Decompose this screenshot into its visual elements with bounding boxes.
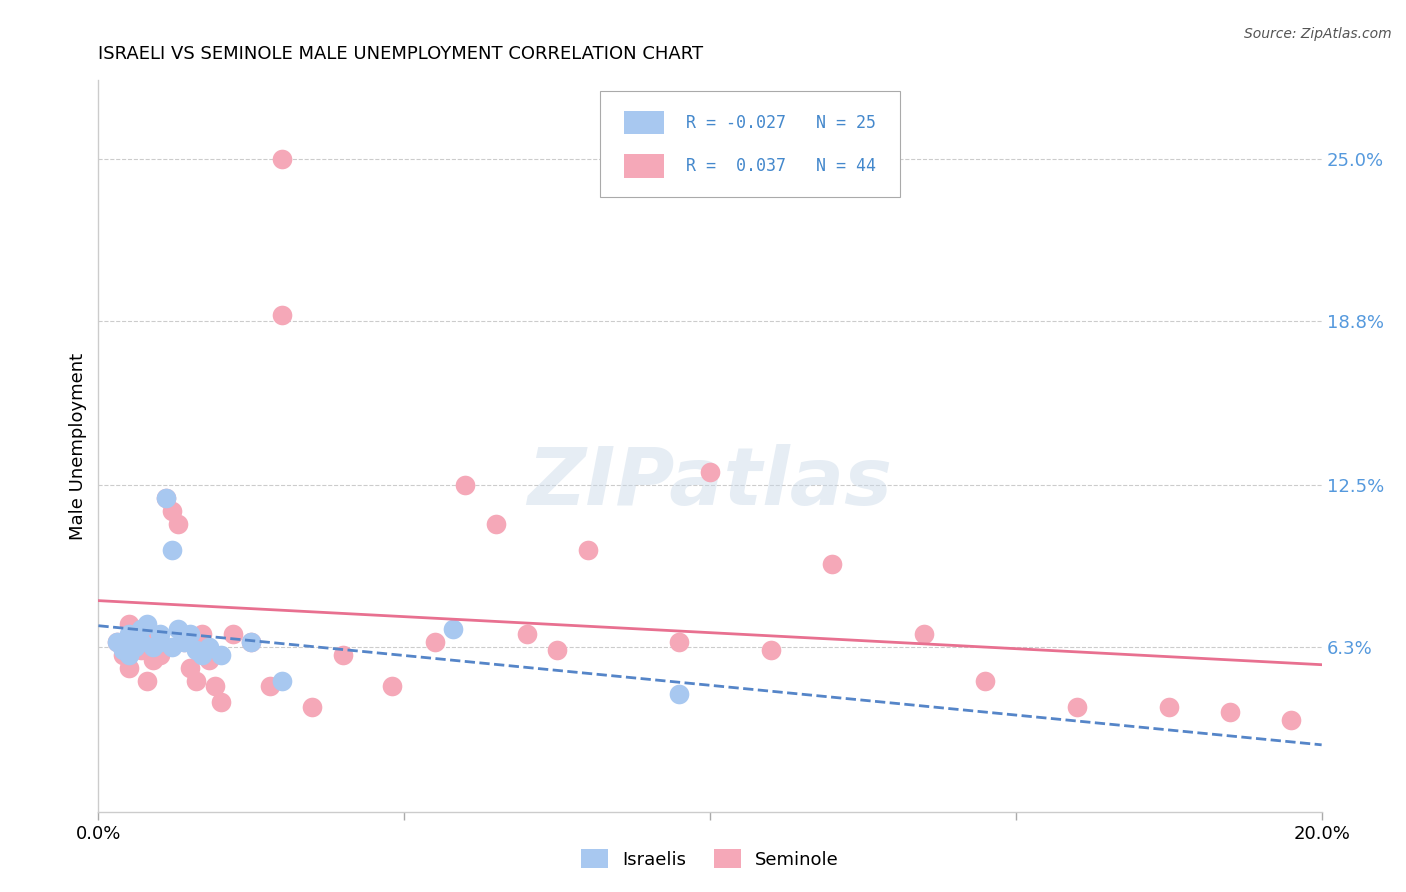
Point [301,700,323,714]
Point [136,674,159,689]
Point [197,653,219,667]
Legend: Israelis, Seminole: Israelis, Seminole [574,842,846,876]
Point [191,627,214,641]
Point [105,635,128,649]
Point [197,640,219,655]
Point [454,478,477,492]
Text: ZIPatlas: ZIPatlas [527,443,893,522]
FancyBboxPatch shape [624,111,664,135]
Point [259,679,281,693]
Point [1066,700,1088,714]
Point [240,635,263,649]
Point [270,674,292,689]
Point [118,661,141,675]
Point [167,517,190,532]
Point [136,622,159,636]
Point [576,543,599,558]
Point [142,653,165,667]
Text: R =  0.037   N = 44: R = 0.037 N = 44 [686,157,876,175]
Point [441,622,464,636]
Y-axis label: Male Unemployment: Male Unemployment [69,352,87,540]
Point [160,504,183,518]
Point [668,687,690,701]
Point [179,661,201,675]
Point [160,640,183,655]
Point [485,517,508,532]
Point [136,616,159,631]
Point [381,679,404,693]
Point [209,648,232,662]
Point [270,309,292,323]
Text: Source: ZipAtlas.com: Source: ZipAtlas.com [1244,27,1392,41]
Point [209,695,232,709]
Point [186,642,208,657]
Point [423,635,446,649]
Point [204,679,226,693]
Point [149,635,172,649]
Point [821,557,844,571]
Text: ISRAELI VS SEMINOLE MALE UNEMPLOYMENT CORRELATION CHART: ISRAELI VS SEMINOLE MALE UNEMPLOYMENT CO… [98,45,703,62]
Point [173,635,195,649]
Point [149,648,172,662]
Point [129,642,152,657]
Point [118,627,141,641]
Point [167,622,190,636]
Point [516,627,538,641]
Point [270,152,292,166]
Point [118,616,141,631]
Point [974,674,997,689]
Point [222,627,245,641]
Point [1219,706,1241,720]
Point [129,622,152,636]
Point [191,648,214,662]
Point [118,648,141,662]
Point [546,642,568,657]
Point [111,642,134,657]
Point [124,640,146,655]
Point [160,543,183,558]
Point [1157,700,1180,714]
Point [149,627,172,641]
Point [332,648,354,662]
Point [155,491,177,506]
Point [124,627,146,641]
Point [912,627,935,641]
Point [179,627,201,641]
Point [186,674,208,689]
Point [142,640,165,655]
Point [240,635,263,649]
Point [699,465,721,479]
FancyBboxPatch shape [624,154,664,178]
Point [111,648,134,662]
Text: R = -0.027   N = 25: R = -0.027 N = 25 [686,113,876,132]
Point [173,635,195,649]
Point [105,635,128,649]
Point [759,642,782,657]
Point [1279,714,1302,728]
Point [129,635,152,649]
Point [668,635,690,649]
FancyBboxPatch shape [600,91,900,197]
Point [155,491,177,506]
